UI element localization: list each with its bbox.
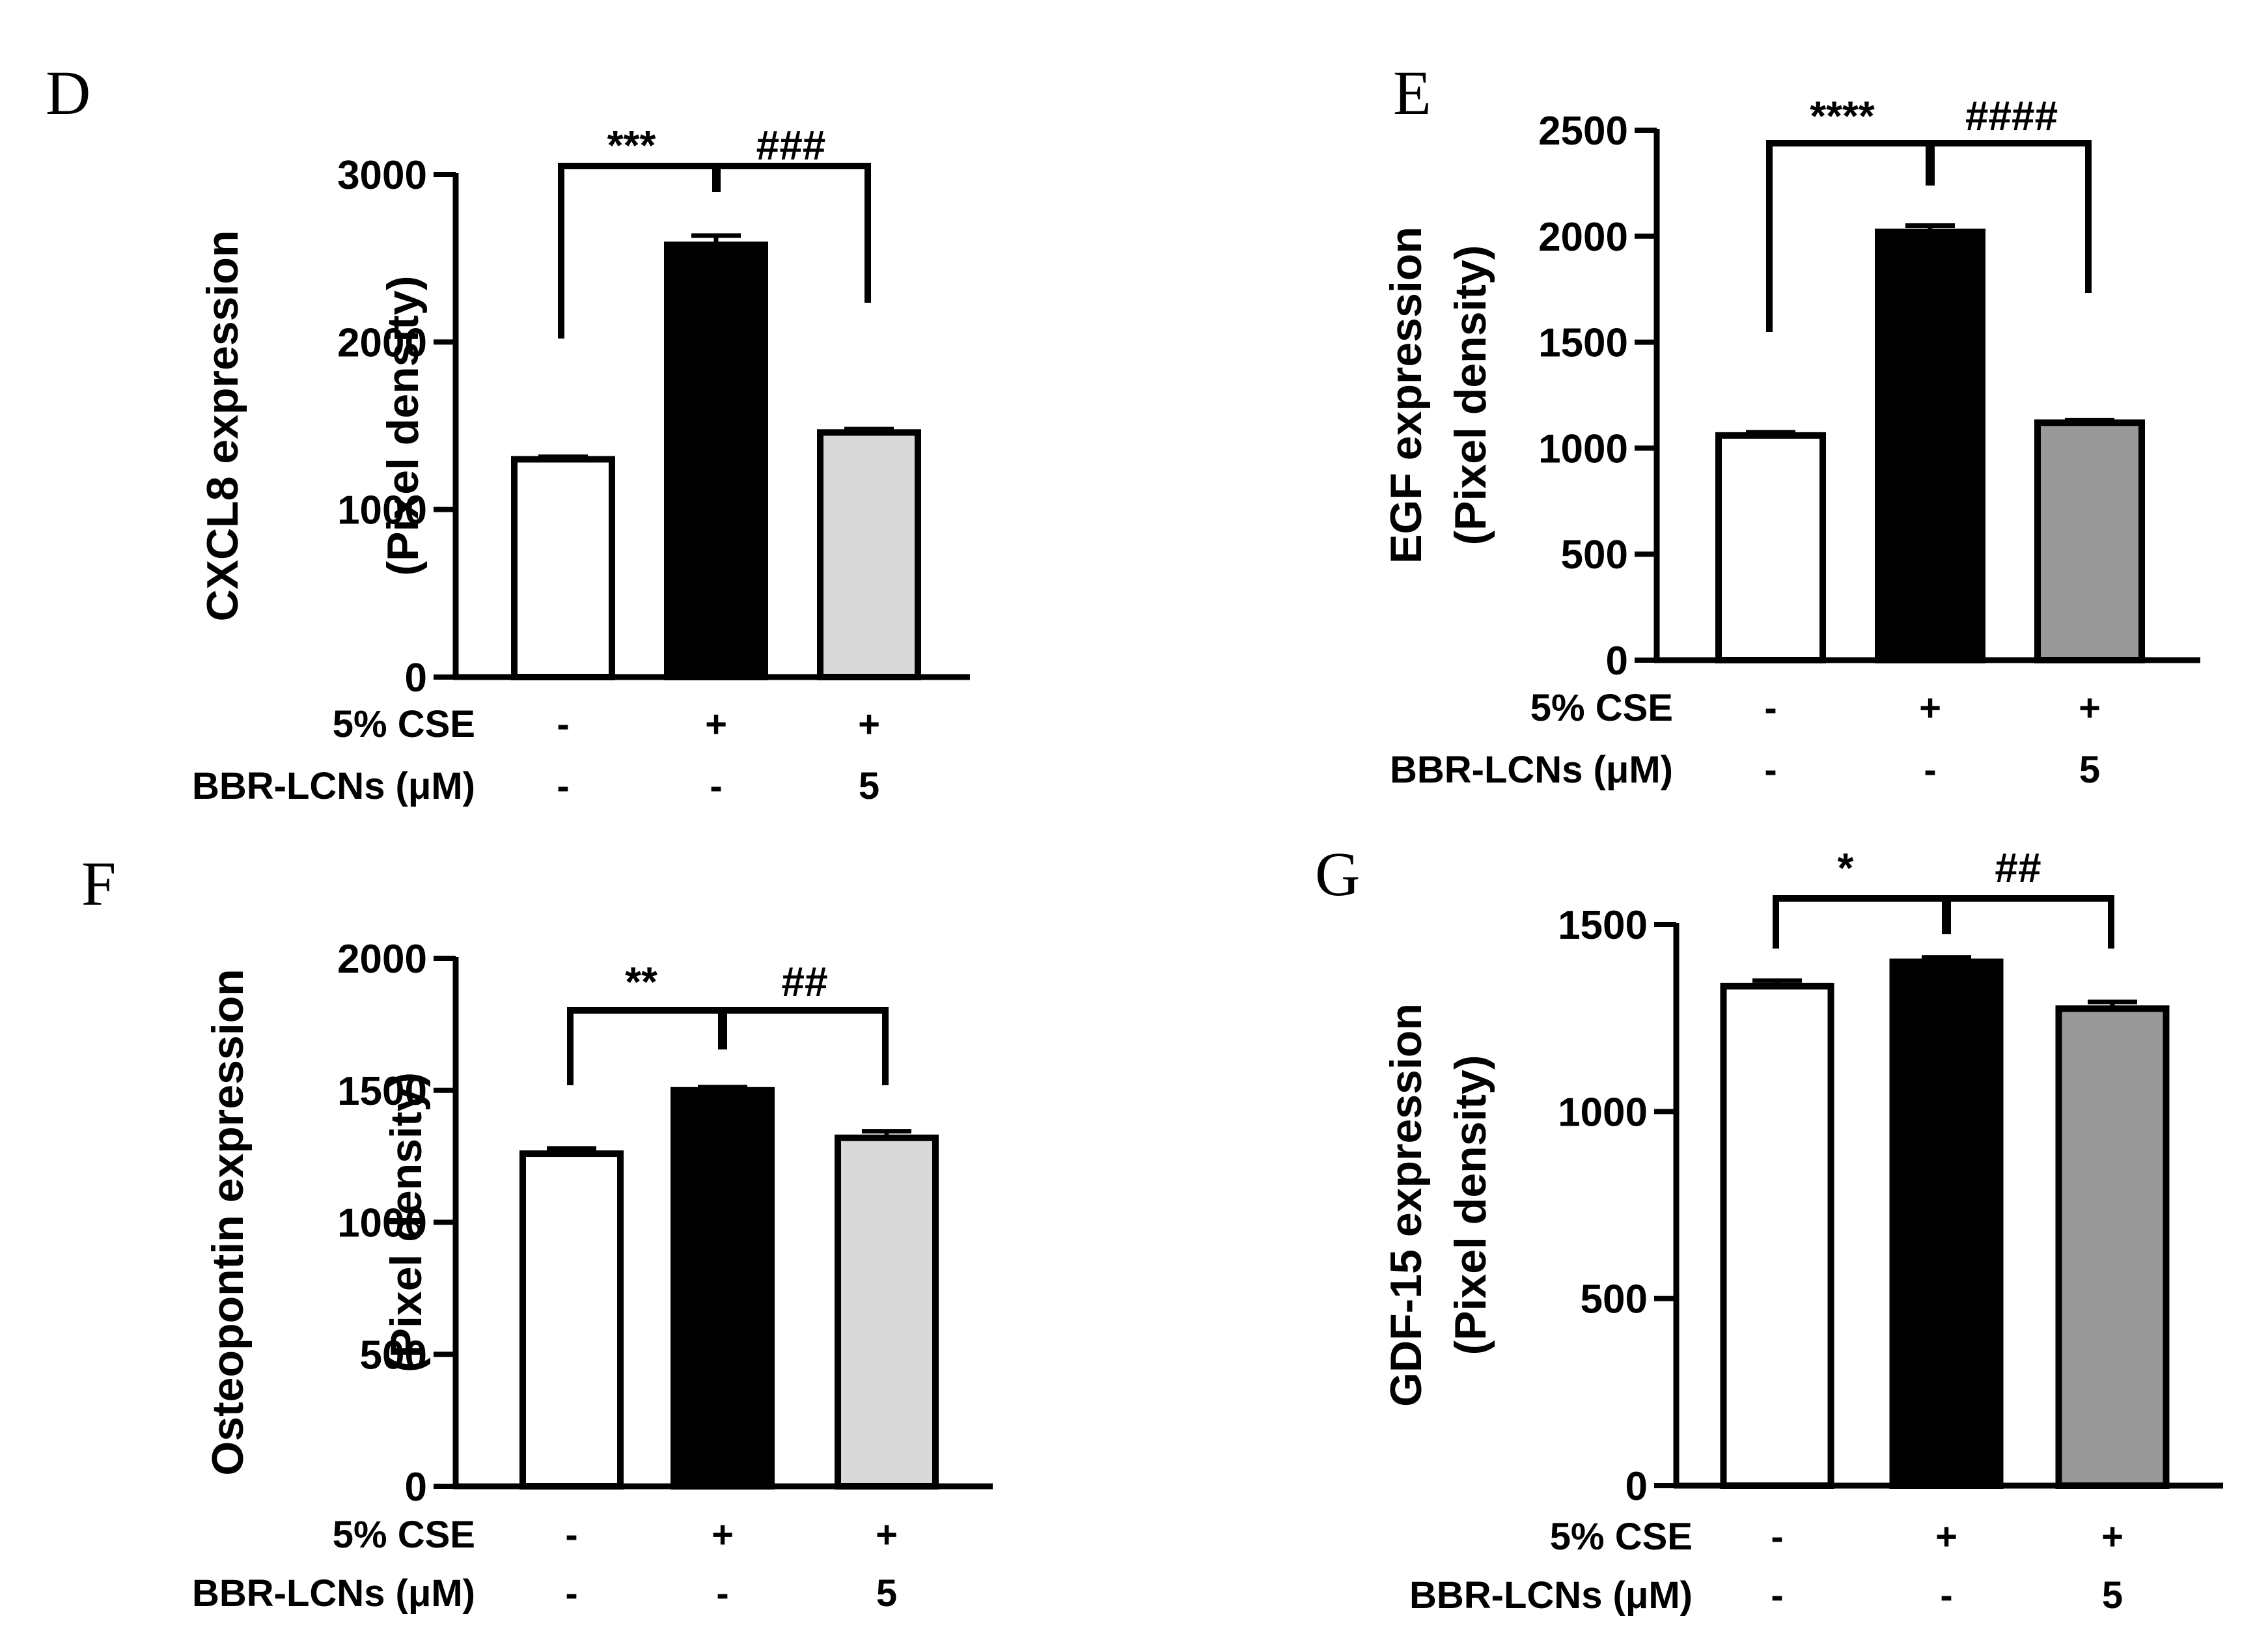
y-axis-title-units: (Pixel density) — [381, 1072, 431, 1372]
panel-f: F 0 500 1000 1500 2000 Osteopontin expression (… — [81, 849, 993, 1615]
panel-letter: G — [1315, 839, 1360, 909]
y-tick-label: 1500 — [1538, 321, 1628, 366]
condition-row-label: 5% CSE — [333, 1514, 475, 1556]
condition-value: - — [716, 1572, 728, 1615]
condition-row-label: 5% CSE — [333, 703, 475, 745]
significance-bracket — [721, 1007, 889, 1085]
bar — [511, 456, 615, 680]
significance-label-bbr: ## — [781, 958, 827, 1005]
condition-value: - — [1764, 687, 1777, 729]
condition-value: + — [876, 1514, 898, 1556]
condition-row-label: BBR-LCNs (μM) — [1409, 1574, 1693, 1616]
y-tick-label: 1000 — [337, 488, 427, 533]
bar — [1875, 229, 1985, 663]
condition-value: + — [1919, 687, 1941, 729]
condition-value: + — [2079, 687, 2101, 729]
condition-value: + — [858, 703, 880, 745]
panel-letter: E — [1393, 58, 1431, 128]
condition-row-label: 5% CSE — [1550, 1516, 1693, 1558]
bar — [2055, 1005, 2170, 1490]
y-axis-title: CXCL8 expression — [198, 230, 247, 622]
y-axis-title-units: (Pixel density) — [378, 275, 428, 576]
condition-row-label: BBR-LCNs (μM) — [192, 765, 475, 807]
y-tick-label: 2000 — [1538, 215, 1628, 260]
significance-label-cse: * — [1838, 844, 1854, 891]
condition-value: - — [565, 1514, 577, 1556]
y-axis-title-units: (Pixel density) — [1446, 245, 1495, 545]
significance-bracket — [1944, 895, 2114, 949]
bar — [835, 1134, 939, 1490]
significance-label-cse: *** — [607, 122, 656, 169]
y-tick-label: 1000 — [1558, 1090, 1648, 1135]
y-tick-label: 2000 — [337, 320, 427, 365]
bar — [1720, 982, 1834, 1489]
bar — [2034, 419, 2145, 663]
condition-value: - — [1940, 1574, 1952, 1616]
panel-d: D 0 1000 2000 3000 CXCL8 expression (Pixel den… — [46, 58, 970, 807]
bar — [664, 242, 768, 680]
condition-value: 5 — [2079, 749, 2100, 791]
significance-label-bbr: ## — [1995, 844, 2041, 891]
condition-value: - — [1924, 749, 1936, 791]
y-tick-label: 1500 — [337, 1069, 427, 1114]
significance-bracket — [1928, 140, 2092, 293]
condition-value: - — [710, 765, 722, 807]
y-tick-label: 1000 — [337, 1201, 427, 1246]
significance-label-bbr: #### — [1965, 92, 2058, 139]
y-axis-title: Osteopontin expression — [203, 969, 253, 1475]
bar — [817, 429, 921, 680]
y-tick-label: 3000 — [337, 153, 427, 198]
significance-bracket — [567, 1007, 725, 1085]
condition-value: - — [557, 765, 569, 807]
condition-row-label: BBR-LCNs (μM) — [1390, 749, 1673, 791]
panel-letter: D — [46, 58, 90, 128]
panel-e: E 0 500 1000 1500 2000 2500 EGF expression (Pixe… — [1381, 58, 2200, 791]
significance-label-cse: **** — [1810, 92, 1875, 139]
y-tick-label: 0 — [405, 1465, 427, 1510]
y-tick-label: 500 — [1561, 533, 1628, 577]
y-tick-label: 1000 — [1538, 426, 1628, 471]
y-axis-title-units: (Pixel density) — [1446, 1055, 1495, 1355]
y-tick-label: 500 — [1581, 1277, 1648, 1322]
bar — [671, 1087, 775, 1490]
y-axis-title: GDF-15 expression — [1381, 1003, 1431, 1407]
significance-bracket — [1773, 895, 1948, 949]
y-tick-label: 0 — [405, 656, 427, 701]
condition-value: - — [1771, 1574, 1783, 1616]
bar — [1889, 958, 2004, 1489]
panel-letter: F — [81, 849, 116, 919]
significance-bracket — [714, 163, 871, 303]
condition-value: + — [712, 1514, 734, 1556]
y-tick-label: 2000 — [337, 937, 427, 982]
panel-g: G 0 500 1000 1500 GDF-15 expression (Pixel den… — [1315, 839, 2223, 1616]
condition-value: - — [557, 703, 569, 745]
y-tick-label: 500 — [360, 1333, 427, 1378]
condition-row-label: 5% CSE — [1530, 687, 1673, 729]
condition-value: - — [1771, 1516, 1783, 1558]
condition-row-label: BBR-LCNs (μM) — [192, 1572, 475, 1615]
y-axis-title: EGF expression — [1381, 227, 1431, 564]
condition-value: - — [1764, 749, 1777, 791]
condition-value: 5 — [876, 1572, 897, 1615]
condition-value: + — [2101, 1516, 2123, 1558]
condition-value: - — [565, 1572, 577, 1615]
y-tick-label: 2500 — [1538, 109, 1628, 154]
y-tick-label: 0 — [1606, 639, 1628, 684]
significance-label-cse: ** — [625, 958, 657, 1005]
bar — [519, 1150, 624, 1490]
bar — [1715, 432, 1826, 663]
y-tick-label: 0 — [1625, 1464, 1648, 1509]
condition-value: 5 — [859, 765, 879, 807]
y-tick-label: 1500 — [1558, 903, 1648, 948]
condition-value: + — [1935, 1516, 1957, 1558]
condition-value: + — [705, 703, 727, 745]
condition-value: 5 — [2102, 1574, 2123, 1616]
significance-label-bbr: ### — [756, 122, 826, 169]
